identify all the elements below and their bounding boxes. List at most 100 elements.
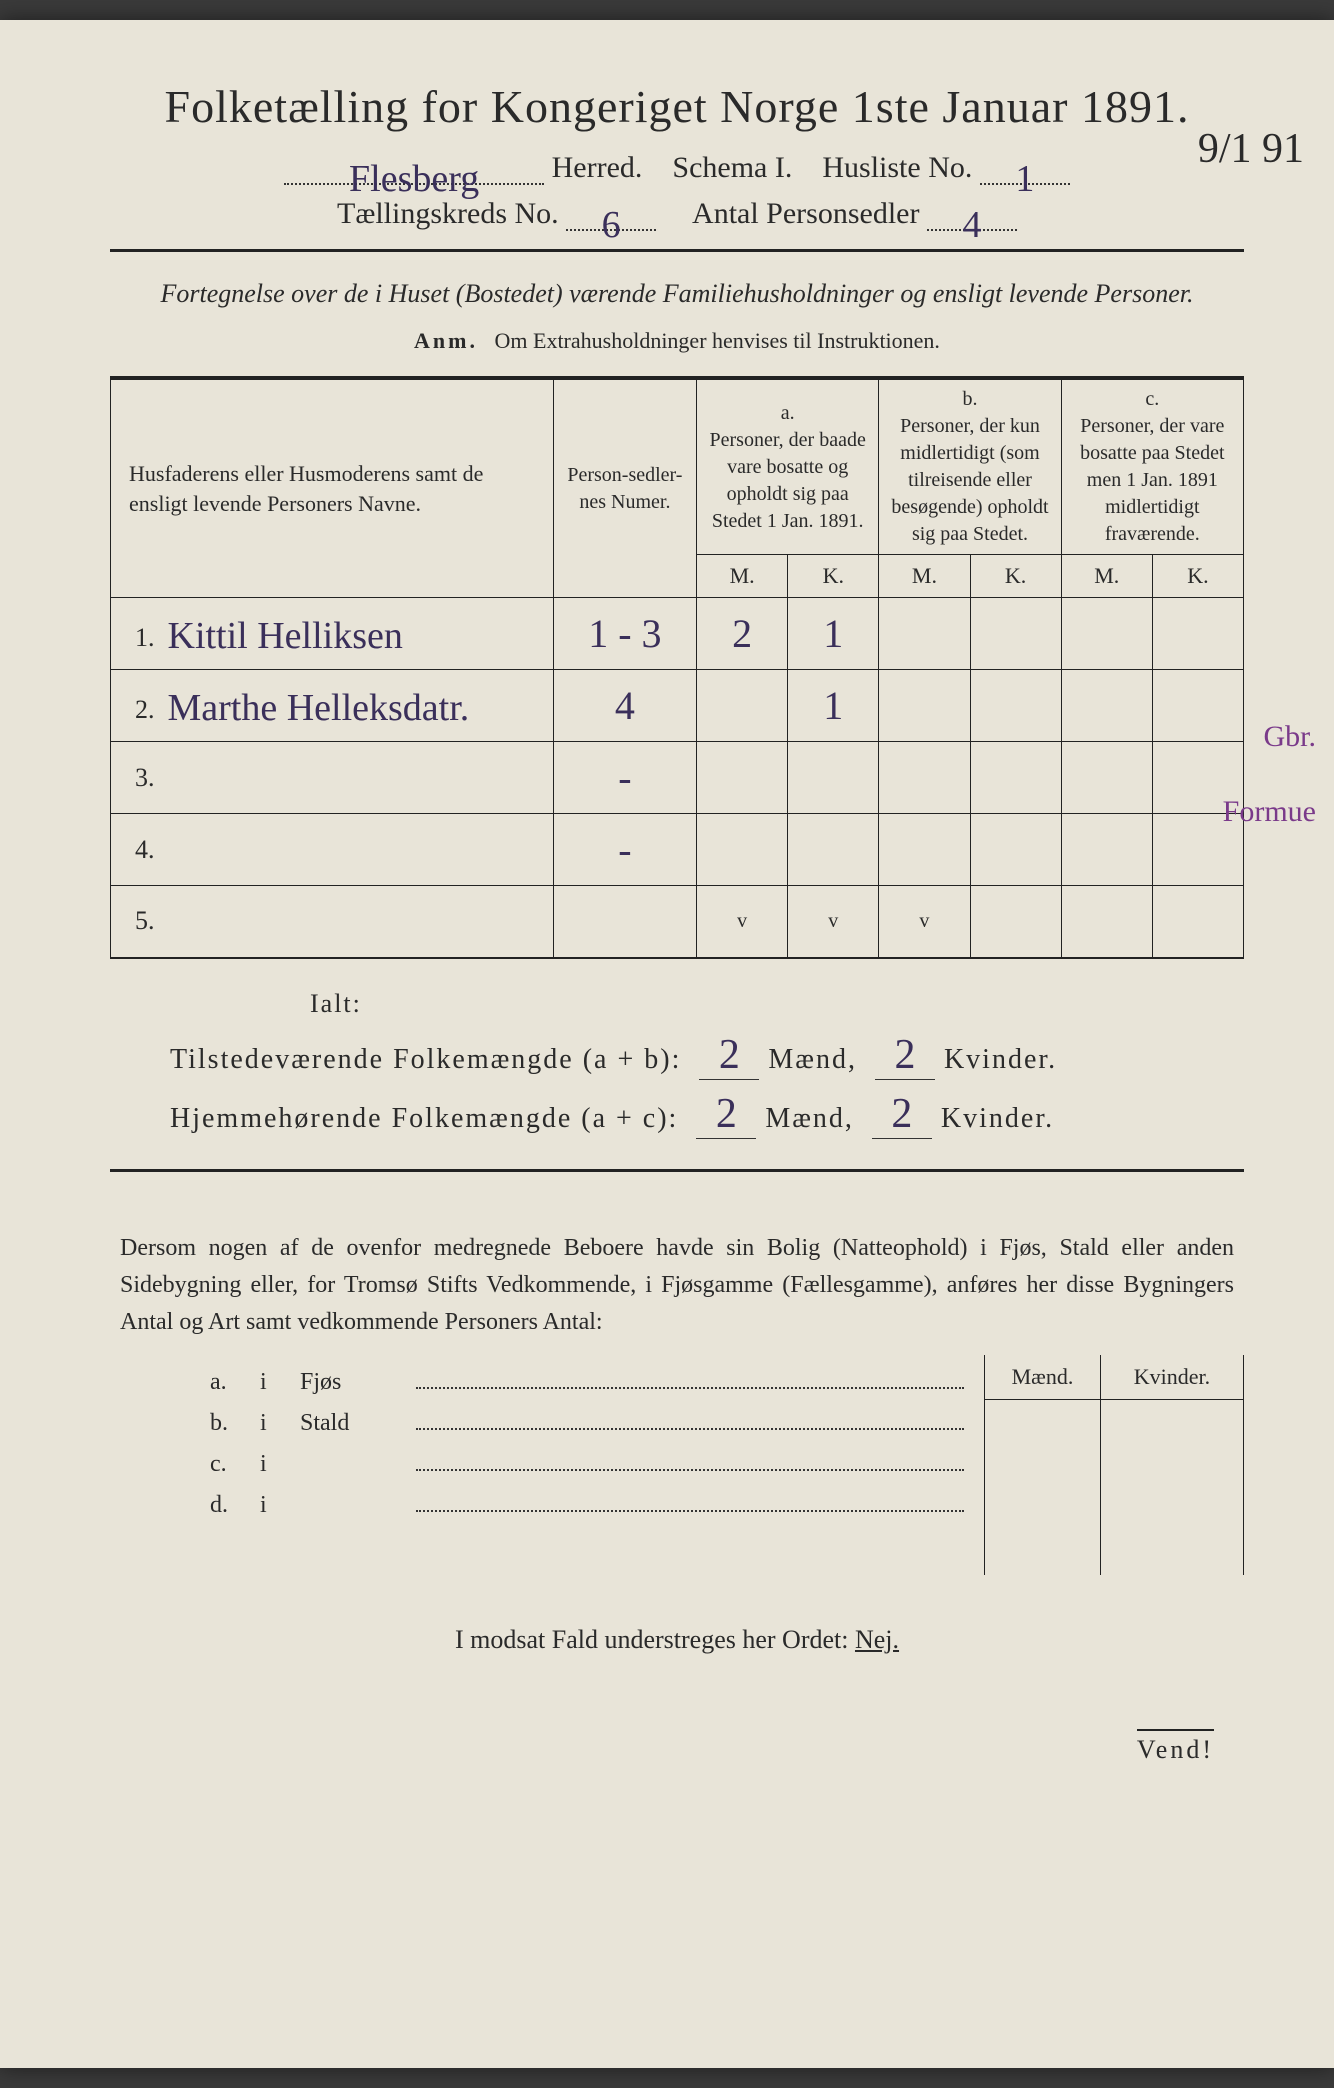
col-numer-header: Person-sedler-nes Numer. bbox=[553, 378, 696, 597]
side-row-b: b. i Stald bbox=[210, 1410, 964, 1437]
anm-note: Anm. Om Extrahusholdninger henvises til … bbox=[110, 328, 1244, 354]
row-ak: 1 bbox=[788, 670, 879, 742]
anm-text: Om Extrahusholdninger henvises til Instr… bbox=[495, 328, 940, 353]
modsat-pre: I modsat Fald understreges her Ordet: bbox=[455, 1625, 855, 1654]
row-cm bbox=[1061, 742, 1152, 814]
row-cell: 2. Marthe Helleksdatr. bbox=[111, 670, 554, 742]
col-a-header: a. Personer, der baade vare bosatte og o… bbox=[697, 378, 879, 555]
row-numer: 4 bbox=[553, 670, 696, 742]
row-bk bbox=[970, 814, 1061, 886]
side-cell bbox=[1100, 1399, 1243, 1443]
col-b-m: M. bbox=[879, 555, 970, 598]
row-am bbox=[697, 742, 788, 814]
table-row: 2. Marthe Helleksdatr. 4 1 bbox=[111, 670, 1244, 742]
kreds-field: 6 bbox=[566, 201, 656, 231]
side-building-paragraph: Dersom nogen af de ovenfor medregnede Be… bbox=[110, 1230, 1244, 1342]
col-a-m: M. bbox=[697, 555, 788, 598]
row-bk bbox=[970, 742, 1061, 814]
header-line-1: Flesberg Herred. Schema I. Husliste No. … bbox=[110, 151, 1244, 185]
kreds-value: 6 bbox=[602, 204, 621, 246]
row-num: 1. bbox=[135, 623, 155, 652]
row-ak: v bbox=[788, 886, 879, 958]
husliste-label: Husliste No. bbox=[822, 151, 972, 184]
row-cm bbox=[1061, 814, 1152, 886]
col-names-header: Husfaderens eller Husmoderens samt de en… bbox=[111, 378, 554, 597]
totals-2-k: 2 bbox=[872, 1090, 932, 1139]
side-type: Fjøs bbox=[300, 1369, 410, 1396]
side-row-d: d. i bbox=[210, 1492, 964, 1519]
antal-field: 4 bbox=[927, 201, 1017, 231]
col-c-header: c. Personer, der vare bosatte paa Stedet… bbox=[1061, 378, 1243, 555]
side-cell bbox=[985, 1531, 1101, 1575]
side-dots bbox=[416, 1492, 964, 1512]
col-b-k: K. bbox=[970, 555, 1061, 598]
census-form-page: Folketælling for Kongeriget Norge 1ste J… bbox=[0, 20, 1334, 2068]
totals-2-m: 2 bbox=[696, 1090, 756, 1139]
row-am: 2 bbox=[697, 598, 788, 670]
herred-label: Herred. bbox=[552, 151, 643, 184]
anm-label: Anm. bbox=[414, 328, 478, 353]
side-lbl: b. bbox=[210, 1410, 260, 1437]
side-i: i bbox=[260, 1410, 300, 1437]
totals-1-m: 2 bbox=[699, 1031, 759, 1080]
row-name: Kittil Helliksen bbox=[168, 615, 403, 657]
herred-value: Flesberg bbox=[349, 158, 479, 200]
side-row-a: a. i Fjøs bbox=[210, 1369, 964, 1396]
kvinder-label: Kvinder. bbox=[944, 1044, 1057, 1075]
side-type: Stald bbox=[300, 1410, 410, 1437]
side-i: i bbox=[260, 1451, 300, 1478]
row-am bbox=[697, 670, 788, 742]
divider-rule-2 bbox=[110, 1169, 1244, 1172]
page-title: Folketælling for Kongeriget Norge 1ste J… bbox=[110, 80, 1244, 133]
table-row: 3. - bbox=[111, 742, 1244, 814]
row-numer: 1 - 3 bbox=[553, 598, 696, 670]
row-ck bbox=[1152, 598, 1243, 670]
divider-rule bbox=[110, 249, 1244, 252]
row-numer: - bbox=[553, 742, 696, 814]
row-bk bbox=[970, 670, 1061, 742]
ialt-label: Ialt: bbox=[110, 989, 1244, 1019]
row-am: v bbox=[697, 886, 788, 958]
row-cm bbox=[1061, 670, 1152, 742]
row-bm bbox=[879, 598, 970, 670]
row-cell: 1. Kittil Helliksen bbox=[111, 598, 554, 670]
row-numer bbox=[553, 886, 696, 958]
side-mk-table: Mænd. Kvinder. bbox=[984, 1355, 1244, 1575]
header-line-2: Tællingskreds No. 6 Antal Personsedler 4 bbox=[110, 197, 1244, 231]
side-building-list: a. i Fjøs b. i Stald c. i d. i bbox=[110, 1355, 964, 1575]
side-mk-k: Kvinder. bbox=[1100, 1355, 1243, 1399]
row-ak bbox=[788, 814, 879, 886]
row-num: 4. bbox=[111, 814, 554, 886]
side-i: i bbox=[260, 1492, 300, 1519]
row-name: Marthe Helleksdatr. bbox=[168, 687, 470, 729]
totals-1-k: 2 bbox=[875, 1031, 935, 1080]
totals-line-2: Hjemmehørende Folkemængde (a + c): 2 Mæn… bbox=[110, 1090, 1244, 1139]
side-row-c: c. i bbox=[210, 1451, 964, 1478]
kreds-label: Tællingskreds No. bbox=[337, 197, 559, 230]
row-numer: - bbox=[553, 814, 696, 886]
schema-label: Schema I. bbox=[672, 151, 792, 184]
vend-text: Vend! bbox=[1137, 1729, 1214, 1764]
main-table: Husfaderens eller Husmoderens samt de en… bbox=[110, 376, 1244, 958]
husliste-field: 1 bbox=[980, 155, 1070, 185]
table-row: 1. Kittil Helliksen 1 - 3 2 1 bbox=[111, 598, 1244, 670]
totals-line-1: Tilstedeværende Folkemængde (a + b): 2 M… bbox=[110, 1031, 1244, 1080]
herred-field: Flesberg bbox=[284, 155, 544, 185]
modsat-line: I modsat Fald understreges her Ordet: Ne… bbox=[110, 1625, 1244, 1655]
side-i: i bbox=[260, 1369, 300, 1396]
col-c-k: K. bbox=[1152, 555, 1243, 598]
margin-annotation-date: 9/1 91 bbox=[1198, 125, 1304, 173]
side-cell bbox=[985, 1487, 1101, 1531]
row-bk bbox=[970, 598, 1061, 670]
margin-note-2: Formue bbox=[1223, 795, 1316, 829]
col-a-k: K. bbox=[788, 555, 879, 598]
row-am bbox=[697, 814, 788, 886]
side-dots bbox=[416, 1410, 964, 1430]
side-lbl: d. bbox=[210, 1492, 260, 1519]
side-cell bbox=[1100, 1487, 1243, 1531]
row-num: 5. bbox=[111, 886, 554, 958]
row-ck bbox=[1152, 886, 1243, 958]
margin-note-1: Gbr. bbox=[1264, 720, 1317, 754]
table-row: 5. v v v bbox=[111, 886, 1244, 958]
row-num: 3. bbox=[111, 742, 554, 814]
